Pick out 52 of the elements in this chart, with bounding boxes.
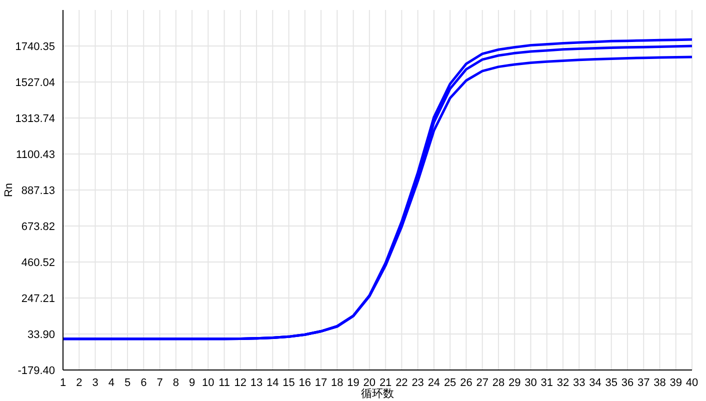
y-tick-label: 887.13 (21, 184, 55, 197)
x-tick-label: 19 (347, 376, 360, 389)
x-tick-label: 5 (124, 376, 131, 389)
x-tick-label: 17 (314, 376, 328, 389)
x-tick-label: 21 (379, 376, 392, 389)
x-tick-label: 29 (508, 376, 521, 389)
y-tick-label: 1100.43 (16, 148, 55, 161)
x-tick-label: 26 (460, 376, 472, 389)
x-tick-label: 34 (589, 376, 602, 389)
y-tick-label: 1313.74 (15, 112, 55, 125)
x-tick-label: 35 (605, 376, 618, 389)
x-tick-label: 10 (202, 376, 214, 389)
y-tick-label: 1740.35 (15, 40, 55, 53)
x-tick-label: 30 (524, 376, 537, 389)
y-tick-label: 247.21 (21, 292, 55, 305)
y-tick-label: -179.40 (18, 364, 55, 377)
x-tick-label: 18 (331, 376, 344, 389)
x-tick-label: 32 (556, 376, 570, 389)
y-tick-label: 33.90 (27, 328, 55, 341)
x-tick-label: 23 (412, 376, 424, 389)
x-tick-label: 8 (172, 376, 179, 389)
x-tick-label: 9 (188, 376, 196, 389)
x-tick-label: 39 (670, 376, 682, 389)
x-tick-label: 25 (444, 376, 456, 389)
x-tick-label: 28 (492, 376, 505, 389)
x-tick-label: 31 (540, 376, 553, 389)
x-tick-label: 20 (363, 376, 376, 389)
x-tick-label: 13 (250, 376, 263, 389)
x-tick-label: 27 (476, 376, 488, 389)
x-tick-label: 24 (428, 376, 440, 389)
x-axis-title: 循环数 (361, 388, 394, 400)
x-tick-label: 1 (60, 376, 66, 389)
x-tick-label: 14 (266, 376, 279, 389)
x-tick-label: 4 (108, 376, 114, 389)
y-tick-label: 673.82 (21, 220, 55, 233)
x-tick-label: 12 (234, 376, 247, 389)
x-tick-label: 40 (686, 376, 698, 389)
x-tick-label: 6 (140, 376, 147, 389)
y-axis-title: Rn (2, 182, 15, 198)
x-tick-label: 11 (218, 376, 230, 389)
x-tick-label: 37 (637, 376, 650, 389)
x-tick-label: 33 (572, 376, 586, 389)
x-tick-label: 16 (298, 376, 312, 389)
x-tick-label: 38 (654, 376, 666, 389)
x-tick-label: 36 (621, 376, 634, 389)
x-tick-label: 2 (76, 376, 82, 389)
y-tick-label: 460.52 (21, 256, 55, 269)
x-tick-label: 3 (92, 376, 98, 389)
y-tick-label: 1527.04 (15, 76, 55, 89)
x-tick-label: 7 (156, 376, 163, 389)
x-tick-label: 15 (282, 376, 295, 389)
x-tick-label: 22 (396, 376, 408, 389)
